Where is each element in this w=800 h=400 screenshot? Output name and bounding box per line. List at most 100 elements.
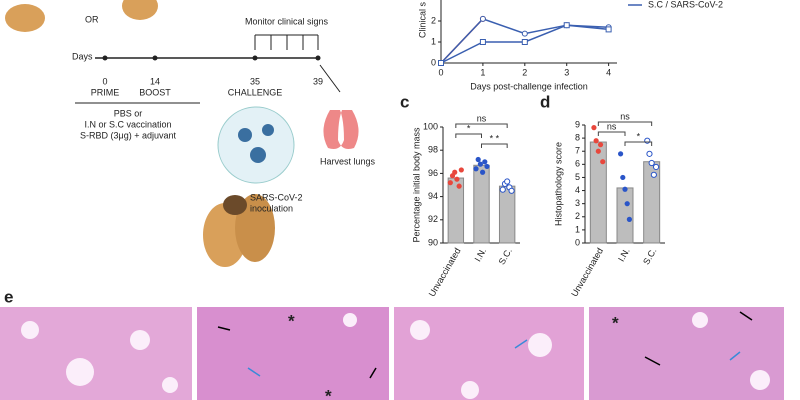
- y-tick-label: 90: [428, 237, 438, 247]
- point: [618, 151, 624, 157]
- y-tick-label: 5: [575, 172, 580, 182]
- treatment-line: I.N or S.C vaccination: [84, 119, 171, 129]
- y-tick-label: 94: [428, 191, 438, 201]
- hamster-top: [5, 0, 275, 267]
- y-tick-label: 4: [575, 185, 580, 195]
- y-axis-label: Percentage initial body mass: [411, 127, 421, 243]
- y-tick-label: 3: [575, 198, 580, 208]
- sig-bracket: [455, 133, 482, 138]
- point: [473, 166, 479, 172]
- bar: [498, 185, 516, 244]
- timeline-day: 39: [313, 76, 323, 86]
- x-tick-label: I.N.: [616, 246, 632, 263]
- point: [648, 159, 655, 167]
- point: [624, 201, 630, 207]
- y-tick-label: 0: [431, 57, 436, 67]
- y-tick-label: 7: [575, 146, 580, 156]
- point: [475, 156, 481, 163]
- timeline-label: BOOST: [139, 87, 171, 97]
- point: [482, 159, 488, 165]
- y-tick-label: 0: [575, 237, 580, 247]
- sig-bracket: [624, 141, 653, 146]
- point: [479, 39, 486, 45]
- panel-label: e: [4, 287, 13, 306]
- x-tick-label: Unvaccinated: [569, 246, 605, 298]
- point: [622, 186, 628, 192]
- bar: [616, 187, 634, 244]
- x-tick-label: S.C.: [497, 246, 514, 266]
- sig-bracket: [597, 131, 626, 136]
- days-label: Days: [72, 51, 93, 61]
- point: [477, 161, 483, 167]
- point: [504, 178, 511, 185]
- point: [600, 159, 606, 165]
- monitor-arrows: [254, 35, 319, 50]
- point: [595, 148, 601, 154]
- sig-label: *: [467, 123, 471, 133]
- x-tick-label: Unvaccinated: [427, 246, 463, 298]
- y-axis-label: Histopathology score: [553, 142, 563, 226]
- x-axis-label: Days post-challenge infection: [470, 81, 588, 91]
- point: [499, 186, 506, 193]
- sig-bracket: [481, 143, 508, 148]
- sig-label: ns: [620, 111, 630, 121]
- point: [452, 169, 458, 175]
- y-tick-label: 98: [428, 145, 438, 155]
- y-tick-label: 1: [431, 36, 436, 46]
- treatment-line: S-RBD (3μg) + adjuvant: [80, 130, 176, 140]
- point: [652, 163, 660, 171]
- viruses: [238, 124, 274, 163]
- point: [620, 174, 626, 181]
- x-tick-label: 0: [438, 67, 443, 77]
- point: [454, 176, 460, 182]
- x-tick-label: 3: [564, 67, 569, 77]
- point: [563, 22, 570, 29]
- sig-bracket: [597, 121, 653, 126]
- point: [458, 167, 464, 173]
- point: [597, 142, 604, 148]
- bar: [473, 164, 490, 244]
- harvest-label: Harvest lungs: [320, 156, 376, 166]
- panel-label: d: [540, 92, 550, 111]
- treatment-line: PBS or: [114, 108, 143, 118]
- y-tick-label: 8: [575, 132, 580, 142]
- y-tick-label: 96: [428, 168, 438, 178]
- x-tick-label: S.C.: [641, 246, 658, 266]
- point: [646, 150, 653, 157]
- timeline-dot: [102, 55, 108, 61]
- timeline-day: 0: [102, 76, 107, 86]
- timeline-label: CHALLENGE: [228, 87, 283, 97]
- point: [626, 216, 633, 222]
- y-tick-label: 9: [575, 119, 580, 129]
- micrographs: [0, 307, 784, 400]
- point: [508, 187, 515, 194]
- y-tick-label: 1: [575, 224, 580, 234]
- point: [605, 26, 612, 33]
- point: [650, 171, 657, 178]
- lesion-mark: *: [288, 311, 295, 330]
- timeline-label: PRIME: [91, 87, 120, 97]
- legend-label: S.C / SARS-CoV-2: [648, 0, 723, 9]
- sig-label: ns: [477, 113, 487, 123]
- point: [521, 30, 528, 37]
- point: [456, 183, 462, 189]
- timeline-dot: [315, 55, 321, 61]
- lesion-mark: *: [325, 386, 332, 400]
- timeline-dot: [152, 55, 158, 61]
- point: [484, 163, 490, 170]
- point: [593, 138, 599, 144]
- sig-label: *: [637, 131, 641, 141]
- point: [480, 169, 486, 175]
- inoculation-line: SARS-CoV-2: [250, 192, 303, 202]
- timeline-day: 35: [250, 76, 260, 86]
- y-tick-label: 2: [575, 211, 580, 221]
- harvest-arrow: [319, 64, 341, 93]
- bar: [589, 141, 607, 244]
- lesion-mark: *: [612, 313, 619, 332]
- y-tick-label: 92: [428, 214, 438, 224]
- point: [591, 125, 597, 131]
- panel-label: c: [400, 92, 409, 111]
- point: [438, 60, 444, 66]
- virus-circle: [217, 106, 295, 184]
